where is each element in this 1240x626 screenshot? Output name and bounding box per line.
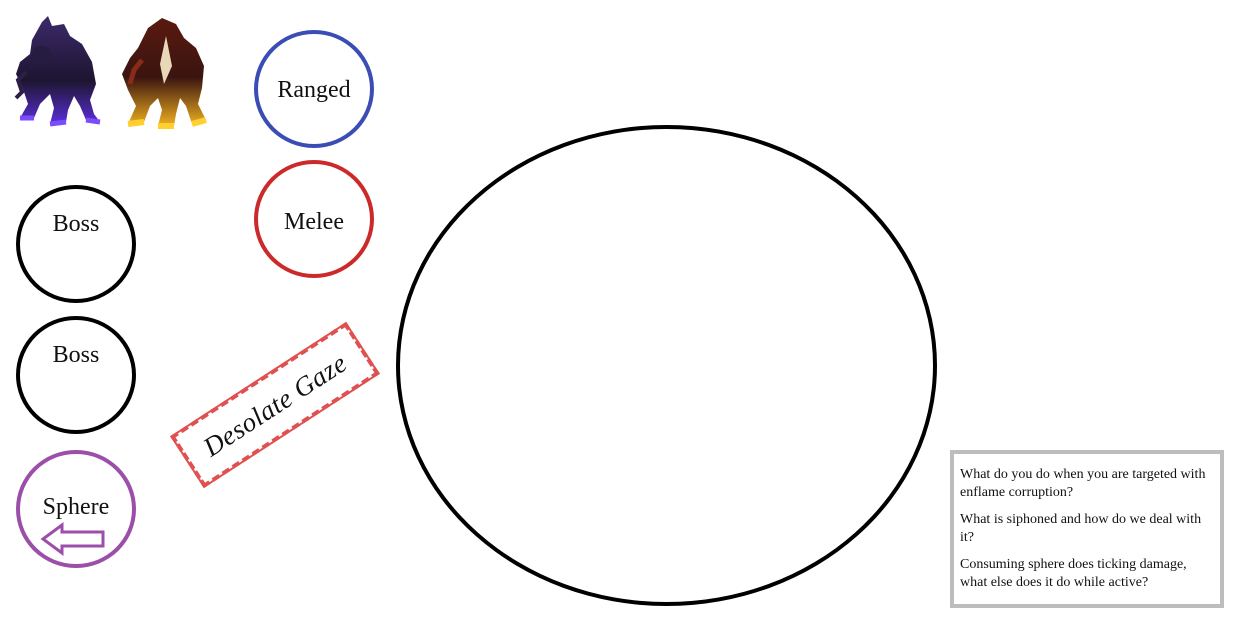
question-3: Consuming sphere does ticking damage, wh… [960, 557, 1187, 590]
ranged-label: Ranged [277, 76, 351, 103]
desolate-gaze-label: Desolate Gaze [197, 347, 352, 463]
sphere-label: Sphere [42, 494, 110, 520]
fire-demon-icon [122, 18, 207, 129]
question-1: What do you do when you are targeted wit… [960, 467, 1206, 500]
boss-token-1[interactable]: Boss [16, 185, 136, 303]
desolate-gaze-marker[interactable]: Desolate Gaze [170, 321, 380, 489]
melee-token[interactable]: Melee [254, 160, 374, 278]
boss-token-2[interactable]: Boss [16, 316, 136, 434]
questions-panel: What do you do when you are targeted wit… [950, 450, 1224, 608]
ranged-token[interactable]: Ranged [254, 30, 374, 148]
melee-label: Melee [284, 208, 344, 235]
sphere-token[interactable]: Sphere [16, 450, 136, 568]
question-2: What is siphoned and how do we deal with… [960, 512, 1202, 545]
boss-label-2: Boss [52, 342, 100, 368]
left-arrow-icon [40, 522, 105, 556]
shadow-demon-icon [14, 16, 101, 127]
arena-circle [396, 125, 937, 606]
boss-label-1: Boss [52, 211, 100, 237]
